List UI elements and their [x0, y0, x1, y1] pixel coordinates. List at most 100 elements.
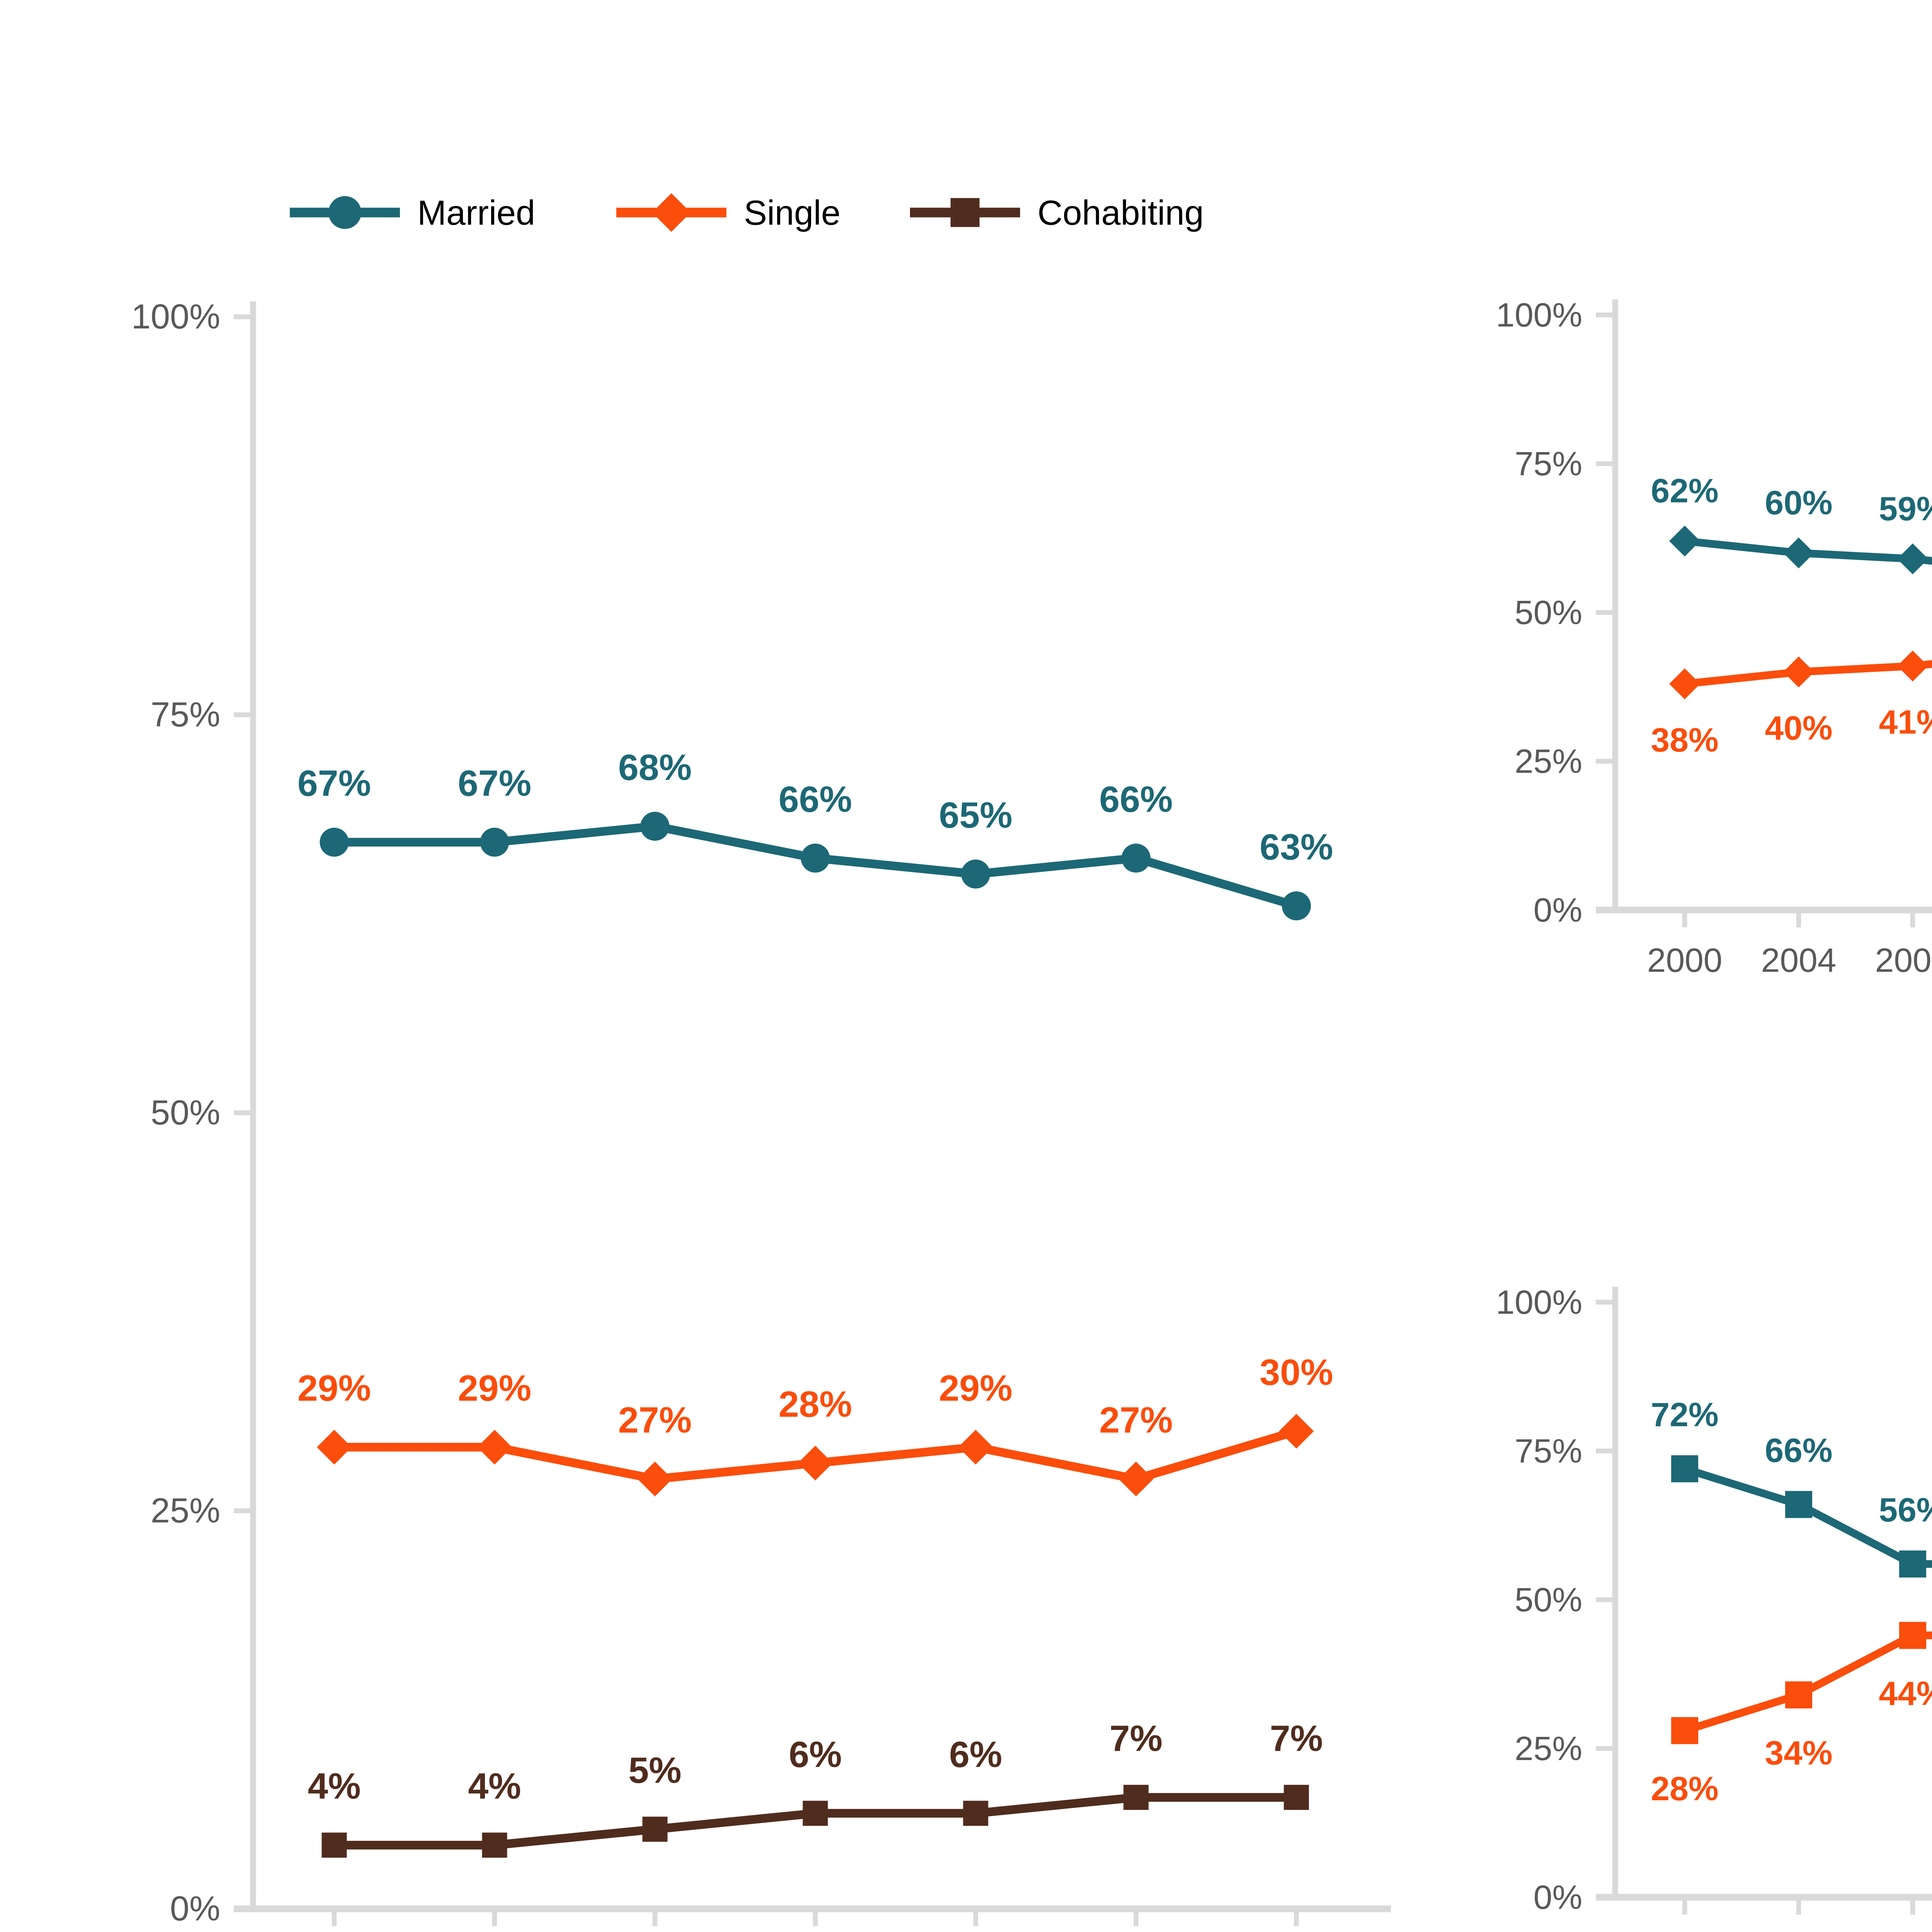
series-cohabiting: 4% 4% 5% 6% 6% 7% 7% [308, 1718, 1323, 1858]
data-label-cohabiting-2020: 7% [1109, 1718, 1162, 1759]
x-tick-label: 2008 [1875, 1929, 1932, 1932]
data-label-married-2020: 66% [1099, 779, 1173, 820]
marker-previously-married-2008 [1899, 1550, 1926, 1578]
marker-married-2004 [480, 828, 509, 857]
y-tick-label: 75% [1515, 1432, 1582, 1470]
data-label-single-2012: 28% [779, 1384, 852, 1425]
data-label-cohabiting-2012: 6% [789, 1734, 842, 1775]
marker-cohabiting-2020 [1123, 1785, 1149, 1810]
chart-marital-status-overall: 0%25%50%75%100%2000200420082012201620202… [131, 193, 1391, 1928]
marker-single-2016 [958, 1430, 993, 1465]
data-label-cohabiting-2000: 4% [308, 1766, 361, 1807]
series-single: 29% 29% 27% 28% 29% 27% 30% [298, 1352, 1333, 1497]
marker-single-2020 [1119, 1461, 1153, 1497]
x-tick-label: 2004 [1761, 1929, 1837, 1932]
legend-item-single: Single [616, 193, 840, 233]
axes-cohabiting-breakdown: 0%25%50%75%100%2000200420082012201620202… [1496, 1283, 1932, 1932]
legend-label-married: Married [417, 194, 535, 233]
data-label-married-2024: 63% [1260, 827, 1333, 867]
marker-single-2000 [317, 1430, 352, 1465]
series-previously-married: 62%60%59%57%56%50%45% [1651, 472, 1932, 575]
marker-cohabiting-2024 [1284, 1785, 1309, 1810]
data-label-never-married-2000: 38% [1651, 721, 1718, 759]
marker-cohabiting-2016 [963, 1801, 988, 1826]
data-label-cohabiting-2016: 6% [949, 1734, 1002, 1775]
chart-cohabiting-breakdown: 0%25%50%75%100%2000200420082012201620202… [1496, 1283, 1932, 1932]
legend-label-single: Single [744, 194, 840, 233]
y-tick-label: 50% [151, 1094, 220, 1132]
marker-never-married-2004 [1785, 1681, 1812, 1709]
y-tick-label: 25% [1515, 1730, 1582, 1767]
data-label-single-2000: 29% [298, 1368, 371, 1409]
marker-cohabiting-2008 [642, 1816, 668, 1842]
marker-cohabiting-2000 [321, 1832, 347, 1858]
data-label-single-2024: 30% [1260, 1352, 1333, 1393]
series-never-married: 38%40%41%43%44%50%55% [1651, 650, 1932, 759]
y-tick-label: 0% [1534, 1878, 1582, 1916]
marker-married-2012 [801, 844, 830, 873]
axes-marital-status-overall: 0%25%50%75%100%2000200420082012201620202… [131, 298, 1391, 1928]
y-tick-label: 75% [151, 696, 220, 734]
data-label-previously-married-2008: 56% [1879, 1491, 1932, 1529]
marker-married-2008 [640, 811, 670, 841]
y-tick-label: 25% [1515, 742, 1582, 780]
data-label-previously-married-2004: 60% [1765, 484, 1832, 522]
series-never-married: 28%34%44%44%42%56%60% [1651, 1622, 1932, 1808]
data-label-single-2004: 29% [458, 1368, 531, 1409]
data-label-single-2008: 27% [618, 1400, 692, 1441]
y-tick-label: 50% [1515, 594, 1582, 631]
marker-previously-married-2004 [1783, 537, 1814, 568]
marker-single-2012 [798, 1446, 833, 1481]
data-label-married-2012: 66% [779, 779, 852, 820]
marker-married-2000 [320, 828, 349, 857]
marker-single-2024 [1279, 1414, 1314, 1449]
marker-married-2016 [961, 859, 990, 889]
y-tick-label: 0% [1534, 891, 1582, 929]
x-tick-label: 2000 [1647, 941, 1723, 979]
data-label-never-married-2000: 28% [1651, 1770, 1718, 1808]
series-married: 67% 67% 68% 66% 65% 66% 63% [298, 747, 1333, 920]
marker-previously-married-2000 [1669, 526, 1700, 557]
legend-single-diamond-icon [652, 193, 691, 232]
data-label-married-2016: 65% [939, 795, 1012, 836]
data-label-previously-married-2000: 72% [1651, 1396, 1718, 1434]
data-label-cohabiting-2008: 5% [628, 1750, 681, 1791]
y-tick-label: 100% [1496, 1283, 1582, 1321]
y-tick-label: 50% [1515, 1581, 1582, 1619]
marker-never-married-2008 [1899, 1622, 1926, 1649]
data-label-married-2000: 67% [298, 763, 371, 804]
data-label-previously-married-2008: 59% [1879, 490, 1932, 527]
data-label-never-married-2004: 34% [1765, 1734, 1832, 1772]
marker-never-married-2000 [1671, 1717, 1698, 1744]
marker-previously-married-2004 [1785, 1491, 1812, 1518]
marker-previously-married-2008 [1897, 543, 1928, 575]
data-label-never-married-2008: 44% [1879, 1674, 1932, 1712]
marker-cohabiting-2012 [803, 1801, 828, 1826]
data-label-never-married-2004: 40% [1765, 709, 1832, 747]
marker-single-2008 [638, 1461, 672, 1497]
legend-marital-status-overall: Married Single Cohabiting [290, 193, 1204, 233]
marker-single-2004 [477, 1430, 512, 1465]
marker-married-2024 [1282, 891, 1311, 920]
data-label-never-married-2008: 41% [1879, 703, 1932, 741]
chart-single-breakdown: 0%25%50%75%100%2000200420082012201620202… [1496, 296, 1932, 979]
marker-never-married-2004 [1783, 656, 1814, 687]
legend-label-cohabiting: Cohabiting [1037, 194, 1204, 233]
y-tick-label: 25% [151, 1492, 220, 1530]
marker-married-2020 [1121, 844, 1151, 873]
marker-never-married-2008 [1897, 650, 1928, 682]
legend-item-cohabiting: Cohabiting [910, 194, 1204, 233]
data-label-cohabiting-2024: 7% [1270, 1718, 1323, 1759]
x-tick-label: 2004 [1761, 941, 1837, 979]
data-label-previously-married-2000: 62% [1651, 472, 1718, 510]
data-label-single-2020: 27% [1099, 1400, 1173, 1441]
legend-cohabiting-square-icon [951, 198, 980, 227]
series-previously-married: 72%66%56%56%58%44%40% [1651, 1396, 1932, 1578]
marker-never-married-2000 [1669, 668, 1700, 699]
marker-previously-married-2000 [1671, 1455, 1698, 1483]
data-label-previously-married-2004: 66% [1765, 1432, 1832, 1469]
y-tick-label: 0% [170, 1889, 220, 1928]
y-tick-label: 100% [131, 298, 220, 336]
data-label-married-2008: 68% [618, 747, 692, 788]
